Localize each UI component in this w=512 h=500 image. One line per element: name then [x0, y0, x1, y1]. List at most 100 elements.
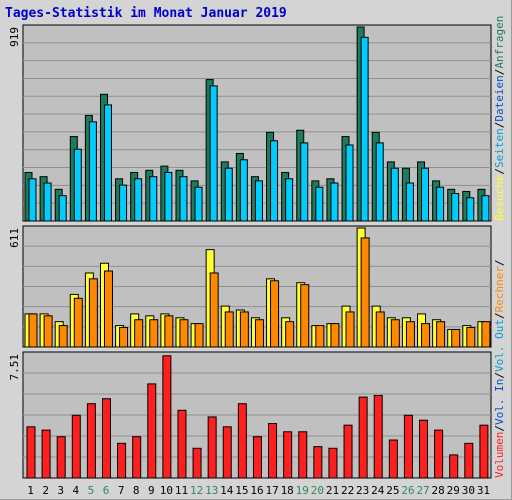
bar-rechner — [103, 270, 113, 348]
day-label: 20 — [311, 484, 324, 497]
max-label-hits: 919 — [8, 27, 21, 47]
bar-volumen — [207, 416, 217, 479]
bar-rechner — [390, 319, 400, 348]
day-label: 16 — [250, 484, 263, 497]
bar-dateien — [43, 182, 52, 222]
day-label: 11 — [175, 484, 188, 497]
bar-rechner — [149, 319, 159, 348]
day-label: 8 — [133, 484, 140, 497]
bar-rechner — [405, 321, 415, 348]
bar-volumen — [343, 424, 353, 479]
day-label: 9 — [148, 484, 155, 497]
day-label: 4 — [73, 484, 80, 497]
bar-volumen — [71, 414, 81, 479]
day-label: 18 — [281, 484, 294, 497]
bar-dateien — [179, 176, 188, 222]
day-label: 29 — [447, 484, 460, 497]
day-label: 3 — [57, 484, 64, 497]
day-label: 1 — [27, 484, 34, 497]
day-label: 7 — [118, 484, 125, 497]
bar-volumen — [358, 396, 368, 479]
max-label-visits: 611 — [8, 228, 21, 248]
bar-dateien — [73, 148, 82, 222]
bar-dateien — [164, 171, 173, 222]
bar-dateien — [88, 121, 97, 222]
bar-dateien — [300, 142, 309, 222]
bar-rechner — [224, 311, 234, 348]
bar-dateien — [103, 104, 112, 222]
day-label: 31 — [477, 484, 490, 497]
bar-volumen — [479, 424, 489, 479]
bar-rechner — [315, 325, 325, 348]
bar-volumen — [268, 423, 278, 479]
day-label: 15 — [235, 484, 248, 497]
bar-dateien — [421, 167, 430, 222]
bar-rechner — [300, 284, 310, 348]
bar-volumen — [328, 447, 338, 479]
day-label: 22 — [341, 484, 354, 497]
bar-rechner — [421, 323, 431, 348]
day-label: 27 — [416, 484, 429, 497]
bar-rechner — [345, 311, 355, 348]
bar-volumen — [419, 419, 429, 479]
bar-dateien — [28, 178, 37, 222]
right-labels-vol: Volumen/Vol. In/Vol. Out/Rechner/ — [493, 259, 506, 478]
day-label: 2 — [42, 484, 49, 497]
bar-volumen — [147, 383, 157, 479]
bar-dateien — [149, 176, 158, 222]
bar-dateien — [466, 197, 475, 222]
bar-dateien — [330, 182, 339, 222]
bar-dateien — [481, 195, 490, 222]
max-label-volume: 7.51 — [8, 354, 21, 381]
bar-dateien — [239, 159, 248, 222]
bar-dateien — [360, 36, 369, 222]
bar-volumen — [313, 446, 323, 479]
bar-dateien — [315, 186, 324, 222]
bar-rechner — [254, 319, 264, 348]
bar-volumen — [449, 454, 459, 479]
day-label: 26 — [401, 484, 414, 497]
day-label: 17 — [265, 484, 278, 497]
bar-volumen — [41, 429, 51, 479]
bar-volumen — [132, 436, 142, 479]
bar-dateien — [451, 193, 460, 222]
bar-dateien — [270, 140, 279, 222]
bar-volumen — [464, 442, 474, 479]
bar-volumen — [237, 403, 247, 479]
bar-volumen — [283, 431, 293, 479]
bar-rechner — [134, 319, 144, 348]
right-labels-hits: Besuche/Seiten/Dateien/Anfragen — [493, 16, 506, 221]
bar-rechner — [270, 280, 280, 348]
bar-rechner — [285, 321, 295, 348]
bar-rechner — [164, 315, 174, 348]
day-label: 28 — [432, 484, 445, 497]
bar-volumen — [177, 409, 187, 479]
bar-dateien — [254, 180, 263, 222]
bar-dateien — [345, 144, 354, 222]
day-label: 12 — [190, 484, 203, 497]
bar-volumen — [388, 439, 398, 479]
day-label: 13 — [205, 484, 218, 497]
bar-volumen — [192, 447, 202, 479]
bar-rechner — [209, 272, 219, 348]
bar-volumen — [373, 394, 383, 479]
bar-rechner — [239, 311, 249, 348]
bar-rechner — [73, 297, 83, 348]
bar-rechner — [451, 328, 461, 348]
bar-dateien — [285, 178, 294, 222]
bar-volumen — [222, 426, 232, 479]
bar-rechner — [179, 319, 189, 348]
day-label: 30 — [462, 484, 475, 497]
bar-dateien — [134, 178, 143, 222]
bar-rechner — [466, 327, 476, 348]
chart-title: Tages-Statistik im Monat Januar 2019 — [5, 6, 287, 21]
bar-dateien — [58, 195, 67, 222]
bar-rechner — [43, 315, 53, 348]
bar-rechner — [360, 237, 370, 348]
bar-dateien — [390, 167, 399, 222]
bar-rechner — [481, 321, 491, 348]
bar-dateien — [436, 186, 445, 222]
bar-dateien — [375, 142, 384, 222]
